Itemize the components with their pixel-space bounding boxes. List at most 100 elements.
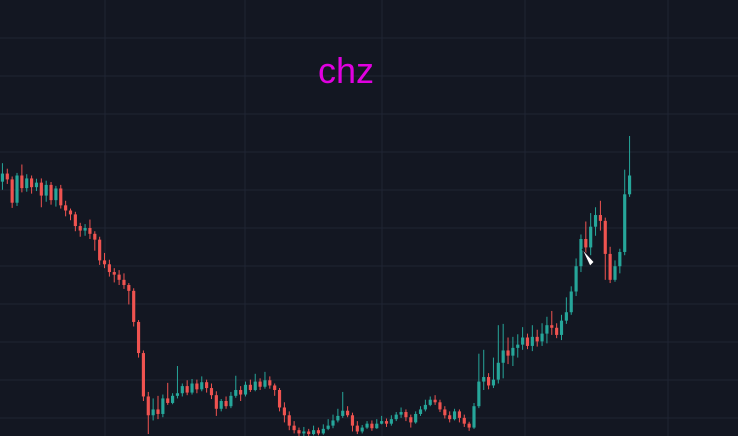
candle bbox=[409, 414, 413, 428]
candle bbox=[496, 325, 500, 384]
candle-body bbox=[555, 327, 559, 335]
candle-body bbox=[370, 423, 374, 429]
candle-body bbox=[525, 337, 530, 346]
candle bbox=[190, 378, 194, 395]
candle-body bbox=[273, 385, 277, 390]
candle-body bbox=[618, 251, 622, 267]
candle-body bbox=[540, 333, 544, 342]
candle-body bbox=[98, 239, 102, 261]
candle-body bbox=[122, 279, 126, 286]
candle-body bbox=[195, 383, 199, 390]
candle bbox=[511, 336, 515, 367]
candle bbox=[535, 329, 539, 347]
candle-body bbox=[229, 395, 233, 407]
candle bbox=[146, 391, 150, 435]
candle bbox=[593, 207, 598, 236]
candle-body bbox=[472, 406, 476, 428]
candle-body bbox=[433, 399, 437, 403]
candle-body bbox=[559, 320, 564, 335]
candle-body bbox=[443, 409, 447, 416]
candle-body bbox=[530, 336, 534, 346]
candle bbox=[545, 316, 549, 344]
candle bbox=[321, 424, 325, 435]
candle bbox=[336, 408, 340, 423]
candle bbox=[180, 383, 184, 397]
candle bbox=[613, 260, 617, 282]
candle-body bbox=[409, 417, 413, 423]
candle bbox=[399, 407, 403, 418]
candle bbox=[467, 421, 471, 431]
candle bbox=[477, 353, 481, 409]
candle-body bbox=[112, 272, 116, 275]
candle-body bbox=[389, 419, 393, 424]
candle bbox=[394, 412, 398, 422]
candle bbox=[423, 399, 427, 412]
candle bbox=[0, 163, 5, 190]
candle bbox=[107, 259, 111, 277]
candle bbox=[175, 366, 180, 399]
candle-body bbox=[54, 188, 58, 201]
candle bbox=[156, 395, 160, 420]
candle bbox=[263, 371, 267, 389]
candle bbox=[253, 373, 257, 392]
candle-body bbox=[234, 389, 238, 396]
candle bbox=[433, 395, 437, 405]
candle bbox=[5, 168, 9, 184]
candle-body bbox=[248, 384, 252, 390]
candle bbox=[331, 414, 335, 429]
candle-body bbox=[190, 383, 194, 393]
candle bbox=[78, 222, 82, 237]
candle bbox=[161, 394, 165, 418]
candle bbox=[525, 333, 530, 350]
candle-body bbox=[603, 220, 607, 254]
candle bbox=[491, 357, 496, 389]
candle bbox=[487, 373, 491, 390]
candle bbox=[540, 323, 544, 346]
candle bbox=[365, 421, 369, 429]
candle-body bbox=[175, 393, 180, 396]
candle bbox=[598, 200, 602, 231]
candle-body bbox=[521, 337, 525, 345]
candle-body bbox=[380, 421, 384, 424]
candle-body bbox=[146, 396, 150, 416]
candle-body bbox=[477, 381, 481, 407]
candle bbox=[603, 217, 607, 280]
candle-body bbox=[482, 377, 486, 382]
candle bbox=[530, 325, 534, 352]
candle-body bbox=[613, 266, 617, 280]
candle-body bbox=[360, 427, 364, 432]
candle-body bbox=[457, 411, 461, 418]
candle-body bbox=[487, 377, 491, 386]
candle bbox=[243, 381, 248, 397]
candle-body bbox=[59, 188, 63, 206]
candle-body bbox=[102, 260, 107, 265]
candle bbox=[404, 409, 408, 422]
candle-body bbox=[64, 205, 68, 211]
candle bbox=[49, 181, 53, 205]
candle bbox=[297, 427, 301, 436]
candle bbox=[44, 180, 48, 202]
candle bbox=[224, 396, 228, 409]
candle-body bbox=[127, 285, 131, 291]
candle-body bbox=[516, 344, 520, 348]
candle bbox=[384, 418, 389, 427]
candle bbox=[136, 320, 141, 358]
candle bbox=[282, 402, 286, 423]
candle-body bbox=[564, 312, 568, 321]
candle bbox=[83, 224, 87, 236]
candle-body bbox=[579, 239, 583, 267]
candle bbox=[30, 175, 34, 194]
candle bbox=[39, 178, 43, 208]
candle-body bbox=[141, 353, 145, 397]
candle bbox=[73, 211, 77, 232]
candle bbox=[25, 174, 29, 192]
candle bbox=[311, 425, 316, 436]
candle bbox=[482, 349, 486, 390]
candle-body bbox=[200, 382, 204, 390]
candle-body bbox=[10, 179, 14, 203]
candle-body bbox=[78, 226, 82, 231]
candle-body bbox=[569, 291, 573, 313]
candle bbox=[302, 426, 306, 436]
candle bbox=[550, 310, 554, 335]
